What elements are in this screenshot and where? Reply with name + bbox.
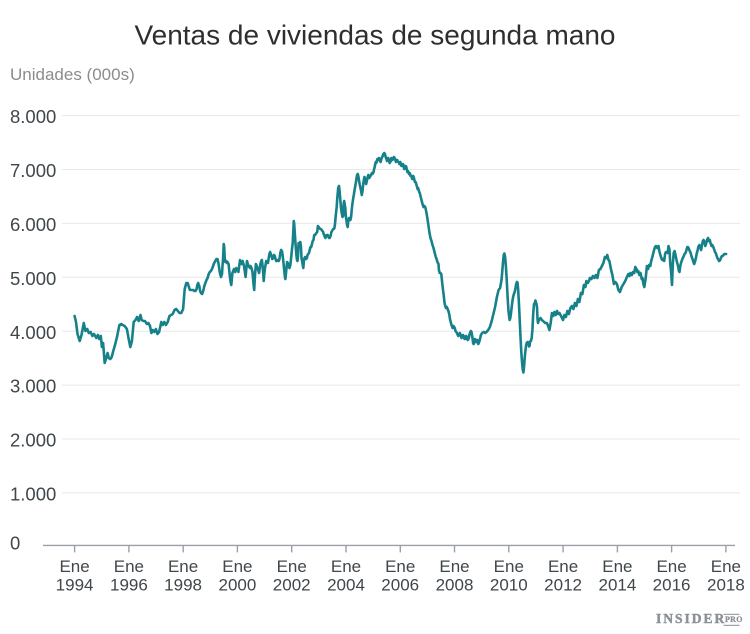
svg-text:Ene: Ene — [168, 557, 198, 576]
svg-text:3.000: 3.000 — [10, 376, 56, 397]
svg-text:Ene: Ene — [439, 557, 469, 576]
svg-text:PRO: PRO — [725, 615, 743, 624]
svg-text:0: 0 — [10, 533, 20, 554]
svg-text:2014: 2014 — [598, 576, 636, 595]
svg-text:7.000: 7.000 — [10, 160, 56, 181]
svg-text:6.000: 6.000 — [10, 214, 56, 235]
svg-text:Ene: Ene — [548, 557, 578, 576]
svg-text:2010: 2010 — [490, 576, 528, 595]
svg-text:2002: 2002 — [273, 576, 311, 595]
svg-text:Ene: Ene — [711, 557, 741, 576]
svg-text:2004: 2004 — [327, 576, 365, 595]
svg-text:Ene: Ene — [114, 557, 144, 576]
svg-text:2012: 2012 — [544, 576, 582, 595]
svg-text:Ene: Ene — [602, 557, 632, 576]
svg-text:Ene: Ene — [385, 557, 415, 576]
svg-text:Ene: Ene — [59, 557, 89, 576]
svg-text:Ene: Ene — [331, 557, 361, 576]
svg-text:Ventas de viviendas de segunda: Ventas de viviendas de segunda mano — [134, 19, 615, 50]
svg-text:2016: 2016 — [653, 576, 691, 595]
svg-text:1998: 1998 — [164, 576, 202, 595]
svg-text:INSIDER: INSIDER — [656, 611, 726, 626]
svg-text:1.000: 1.000 — [10, 484, 56, 505]
svg-text:2000: 2000 — [218, 576, 256, 595]
svg-text:2008: 2008 — [436, 576, 474, 595]
svg-text:2006: 2006 — [381, 576, 419, 595]
svg-text:5.000: 5.000 — [10, 268, 56, 289]
svg-text:Ene: Ene — [656, 557, 686, 576]
svg-text:2.000: 2.000 — [10, 430, 56, 451]
svg-text:Unidades (000s): Unidades (000s) — [10, 65, 135, 84]
svg-text:4.000: 4.000 — [10, 322, 56, 343]
svg-text:8.000: 8.000 — [10, 106, 56, 127]
svg-text:2018: 2018 — [707, 576, 745, 595]
svg-text:Ene: Ene — [277, 557, 307, 576]
svg-text:1996: 1996 — [110, 576, 148, 595]
svg-text:Ene: Ene — [222, 557, 252, 576]
svg-text:1994: 1994 — [56, 576, 94, 595]
svg-text:Ene: Ene — [494, 557, 524, 576]
